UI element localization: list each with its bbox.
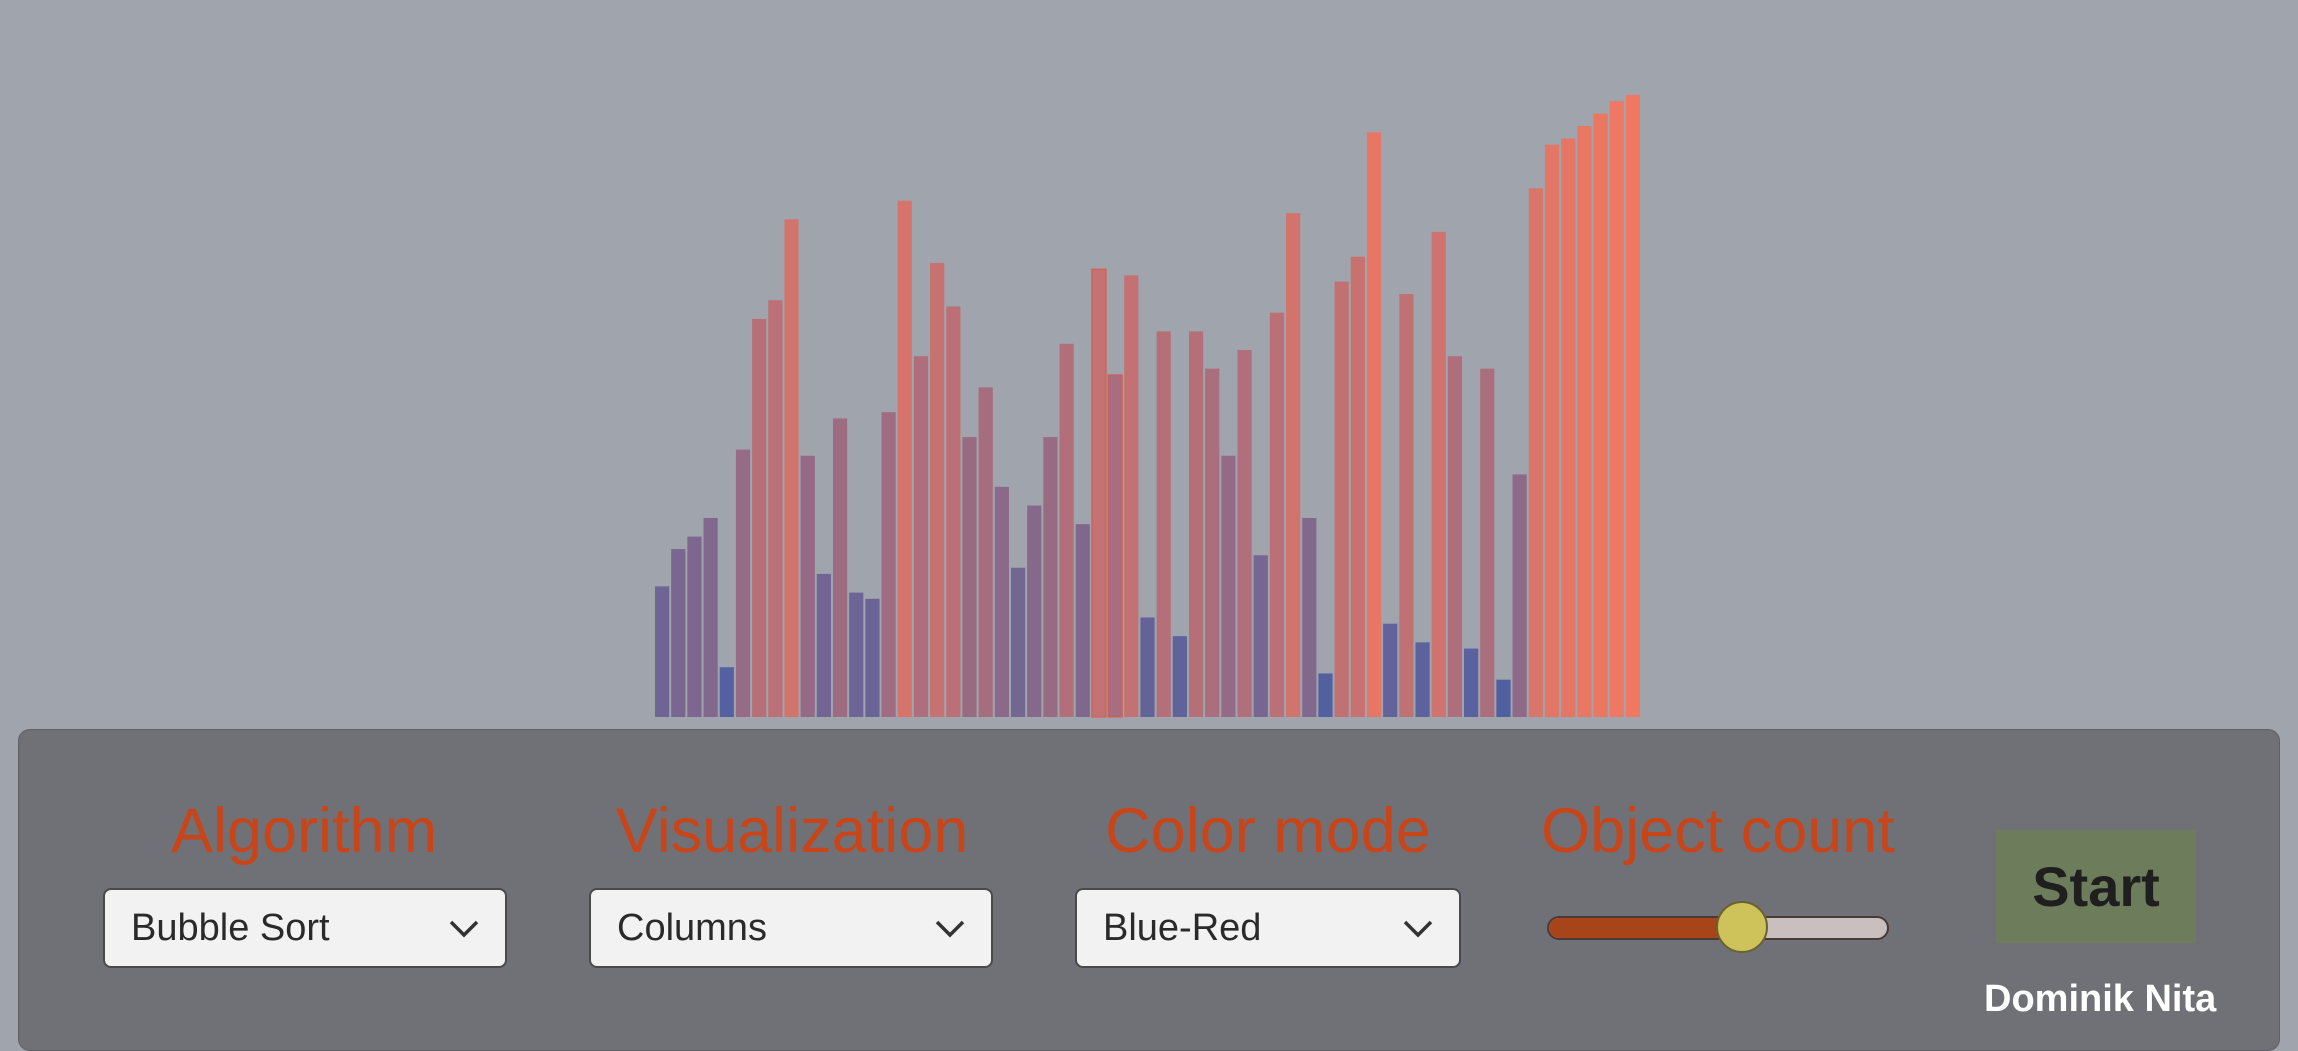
object-count-label: Object count <box>1541 796 1895 866</box>
chevron-down-icon <box>1403 920 1433 938</box>
value-bar <box>768 300 783 717</box>
value-bar <box>752 318 767 717</box>
value-bar <box>881 412 896 717</box>
value-bar <box>1205 368 1220 717</box>
value-bar <box>800 455 815 717</box>
value-bar <box>1447 356 1463 717</box>
value-bar <box>1221 455 1236 717</box>
value-bar <box>849 592 864 717</box>
value-bar <box>1334 281 1349 717</box>
value-bar <box>897 200 912 718</box>
color-mode-value: Blue-Red <box>1103 907 1262 949</box>
value-bar <box>1318 673 1333 717</box>
author-credit: Dominik Nita <box>1984 978 2217 1020</box>
value-bar <box>1625 95 1640 717</box>
value-bar <box>1075 524 1090 717</box>
value-bar <box>735 449 751 717</box>
value-bar <box>1043 437 1058 717</box>
value-bar <box>1528 188 1543 718</box>
value-bar <box>687 536 702 717</box>
value-bar <box>1140 617 1155 717</box>
value-bar <box>1237 350 1252 717</box>
value-bar <box>1480 368 1495 717</box>
value-bar <box>1399 294 1414 717</box>
value-bar <box>865 598 880 717</box>
slider-thumb[interactable] <box>1715 901 1768 953</box>
value-bar <box>913 356 929 717</box>
value-bar <box>1156 331 1171 717</box>
value-bar <box>1431 231 1446 717</box>
color-mode-select[interactable]: Blue-Red <box>1075 888 1461 968</box>
sorting-visualization <box>655 95 1640 718</box>
slider-fill <box>1549 918 1744 938</box>
value-bar <box>832 418 848 717</box>
value-bar <box>1010 567 1026 717</box>
algorithm-select[interactable]: Bubble Sort <box>103 888 507 968</box>
value-bar <box>930 262 945 717</box>
value-bar <box>1561 138 1576 718</box>
chevron-down-icon <box>935 920 965 938</box>
algorithm-label: Algorithm <box>170 796 438 866</box>
visualization-value: Columns <box>617 907 767 949</box>
value-bar <box>978 387 993 717</box>
value-bar <box>1577 126 1592 718</box>
value-bar <box>1609 101 1624 718</box>
value-bar <box>784 219 799 717</box>
value-bar <box>816 573 831 717</box>
value-bar <box>1286 213 1301 717</box>
value-bar <box>1253 555 1268 717</box>
start-button[interactable]: Start <box>1996 830 2196 943</box>
value-bar <box>1172 636 1187 717</box>
color-mode-label: Color mode <box>1105 796 1431 866</box>
visualization-label: Visualization <box>615 796 969 866</box>
value-bar <box>1383 623 1398 717</box>
value-bar <box>946 306 961 717</box>
value-bar <box>1091 268 1107 718</box>
value-bar <box>719 667 734 717</box>
value-bar <box>1269 312 1285 717</box>
value-bar <box>671 549 686 717</box>
value-bar <box>1544 144 1560 717</box>
value-bar <box>1464 648 1479 717</box>
value-bar <box>1107 374 1123 718</box>
visualization-select[interactable]: Columns <box>589 888 993 968</box>
value-bar <box>1415 642 1430 717</box>
value-bar <box>994 486 1009 717</box>
value-bar <box>1366 132 1382 717</box>
value-bar <box>1027 505 1042 717</box>
value-bar <box>962 437 977 717</box>
chevron-down-icon <box>449 920 479 938</box>
value-bar <box>1350 256 1365 717</box>
value-bar <box>1302 517 1317 717</box>
value-bar <box>1496 679 1511 717</box>
value-bar <box>1188 331 1204 717</box>
algorithm-value: Bubble Sort <box>131 907 330 949</box>
value-bar <box>1059 343 1074 717</box>
value-bar <box>1124 275 1139 717</box>
value-bar <box>1512 474 1527 717</box>
value-bar <box>703 517 718 717</box>
value-bar <box>1593 113 1608 717</box>
value-bar <box>655 586 670 717</box>
